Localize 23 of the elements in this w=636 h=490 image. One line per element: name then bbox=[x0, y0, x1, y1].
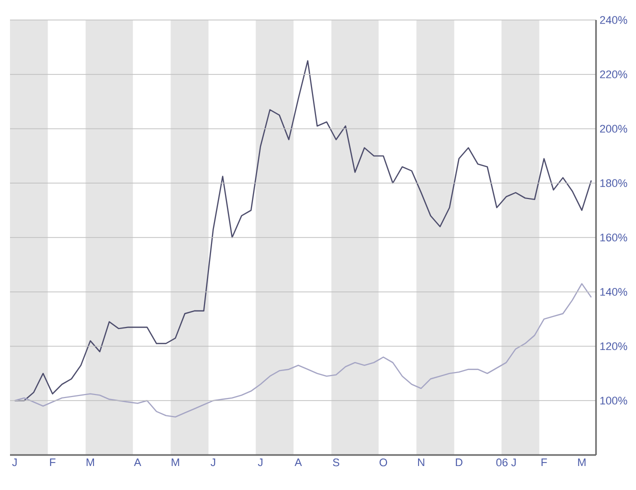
x-tick-label: F bbox=[542, 458, 547, 466]
x-tick-label: O bbox=[380, 458, 388, 466]
x-tick-label: S bbox=[332, 458, 340, 466]
y-tick-label: 140% bbox=[600, 288, 628, 296]
y-tick-label: 240% bbox=[600, 16, 628, 24]
y-tick-label: 180% bbox=[600, 179, 628, 188]
x-tick-label: M bbox=[86, 458, 94, 466]
x-tick-label: A bbox=[294, 458, 302, 466]
x-tick-label: 06 J bbox=[496, 458, 516, 466]
x-tick-label: N bbox=[418, 458, 424, 466]
x-tick-label: A bbox=[134, 458, 142, 466]
y-tick-label: 220% bbox=[600, 70, 628, 78]
x-tick-label: M bbox=[172, 458, 180, 466]
x-tick-label: J bbox=[210, 458, 216, 466]
y-tick-label: 160% bbox=[600, 234, 628, 242]
y-tick-label: 200% bbox=[600, 124, 628, 133]
x-tick-label: F bbox=[50, 458, 56, 466]
x-tick-label: J bbox=[258, 458, 262, 466]
x-tick-label: J bbox=[12, 458, 17, 466]
y-tick-label: 100% bbox=[600, 396, 628, 405]
x-tick-label: D bbox=[456, 458, 462, 466]
x-tick-label: M bbox=[578, 458, 586, 466]
y-tick-label: 120% bbox=[600, 342, 628, 350]
